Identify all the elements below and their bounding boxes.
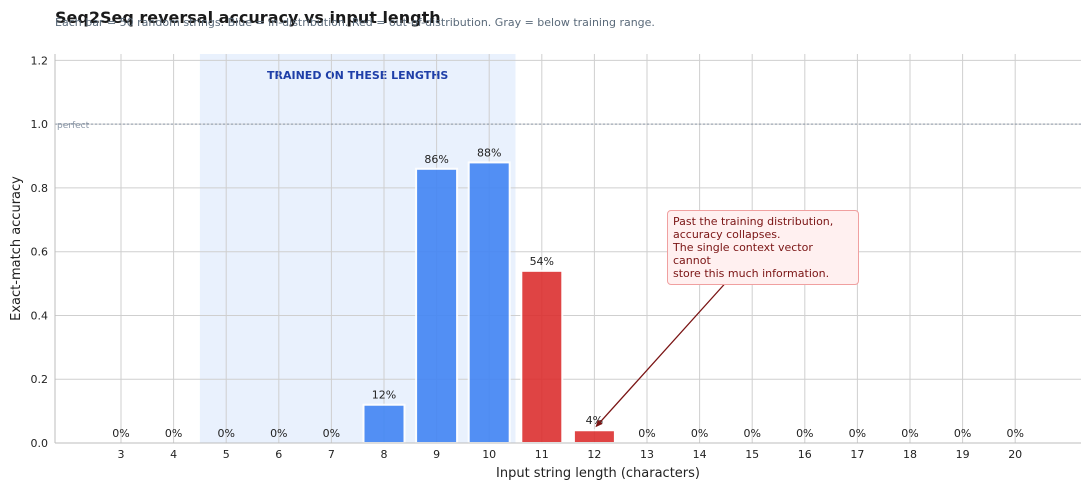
bar [520,269,564,444]
x-axis-label: Input string length (characters) [496,466,700,481]
y-tick-label: 0.4 [31,309,49,322]
bar-value-label: 0% [954,427,971,440]
reference-line-label: perfect [57,121,90,131]
bar [572,429,616,445]
bar-value-label: 12% [372,389,396,402]
bar [467,161,511,444]
bar-value-label: 0% [849,427,866,440]
x-tick-label: 20 [1008,448,1022,461]
x-tick-label: 8 [381,448,388,461]
x-tick-label: 6 [275,448,282,461]
x-tick-label: 12 [587,448,601,461]
x-tick-label: 15 [745,448,759,461]
bar-value-label: 0% [165,427,182,440]
y-tick-label: 1.0 [31,118,49,131]
y-tick-label: 1.2 [31,54,49,67]
x-tick-label: 3 [118,448,125,461]
training-band [199,54,516,443]
x-tick-label: 18 [903,448,917,461]
bar [415,167,459,444]
bar-value-label: 88% [477,146,501,159]
annotation-arrow [596,277,731,426]
bar-value-label: 4% [586,414,603,427]
bar [362,403,406,444]
x-tick-label: 11 [535,448,549,461]
y-tick-label: 0.2 [31,373,49,386]
x-tick-label: 4 [170,448,177,461]
y-tick-label: 0.6 [31,246,49,259]
x-tick-label: 10 [482,448,496,461]
chart-title: Seq2Seq reversal accuracy vs input lengt… [55,8,441,27]
bar-value-label: 0% [112,427,129,440]
bar-value-label: 0% [743,427,760,440]
x-tick-label: 9 [433,448,440,461]
x-tick-label: 13 [640,448,654,461]
x-tick-label: 14 [693,448,707,461]
annotation-box: Past the training distribution, accuracy… [667,210,859,285]
bar-value-label: 0% [901,427,918,440]
bar-value-label: 86% [424,153,448,166]
x-tick-label: 7 [328,448,335,461]
annotation-arrowhead [595,419,603,428]
y-tick-label: 0.0 [31,437,49,450]
bar-value-label: 0% [217,427,234,440]
bar-value-label: 0% [1006,427,1023,440]
bar-value-label: 0% [323,427,340,440]
bar-value-label: 54% [530,255,554,268]
x-tick-label: 19 [956,448,970,461]
bar-value-label: 0% [638,427,655,440]
y-tick-label: 0.8 [31,182,49,195]
bar-value-label: 0% [796,427,813,440]
bar-value-label: 0% [691,427,708,440]
x-tick-label: 16 [798,448,812,461]
bar-value-label: 0% [270,427,287,440]
x-tick-label: 5 [223,448,230,461]
y-axis-label: Exact-match accuracy [9,176,24,321]
chart-subtitle: Each bar = 50 random strings. Blue = in-… [55,16,655,29]
x-tick-label: 17 [850,448,864,461]
training-band-label: TRAINED ON THESE LENGTHS [267,69,448,82]
